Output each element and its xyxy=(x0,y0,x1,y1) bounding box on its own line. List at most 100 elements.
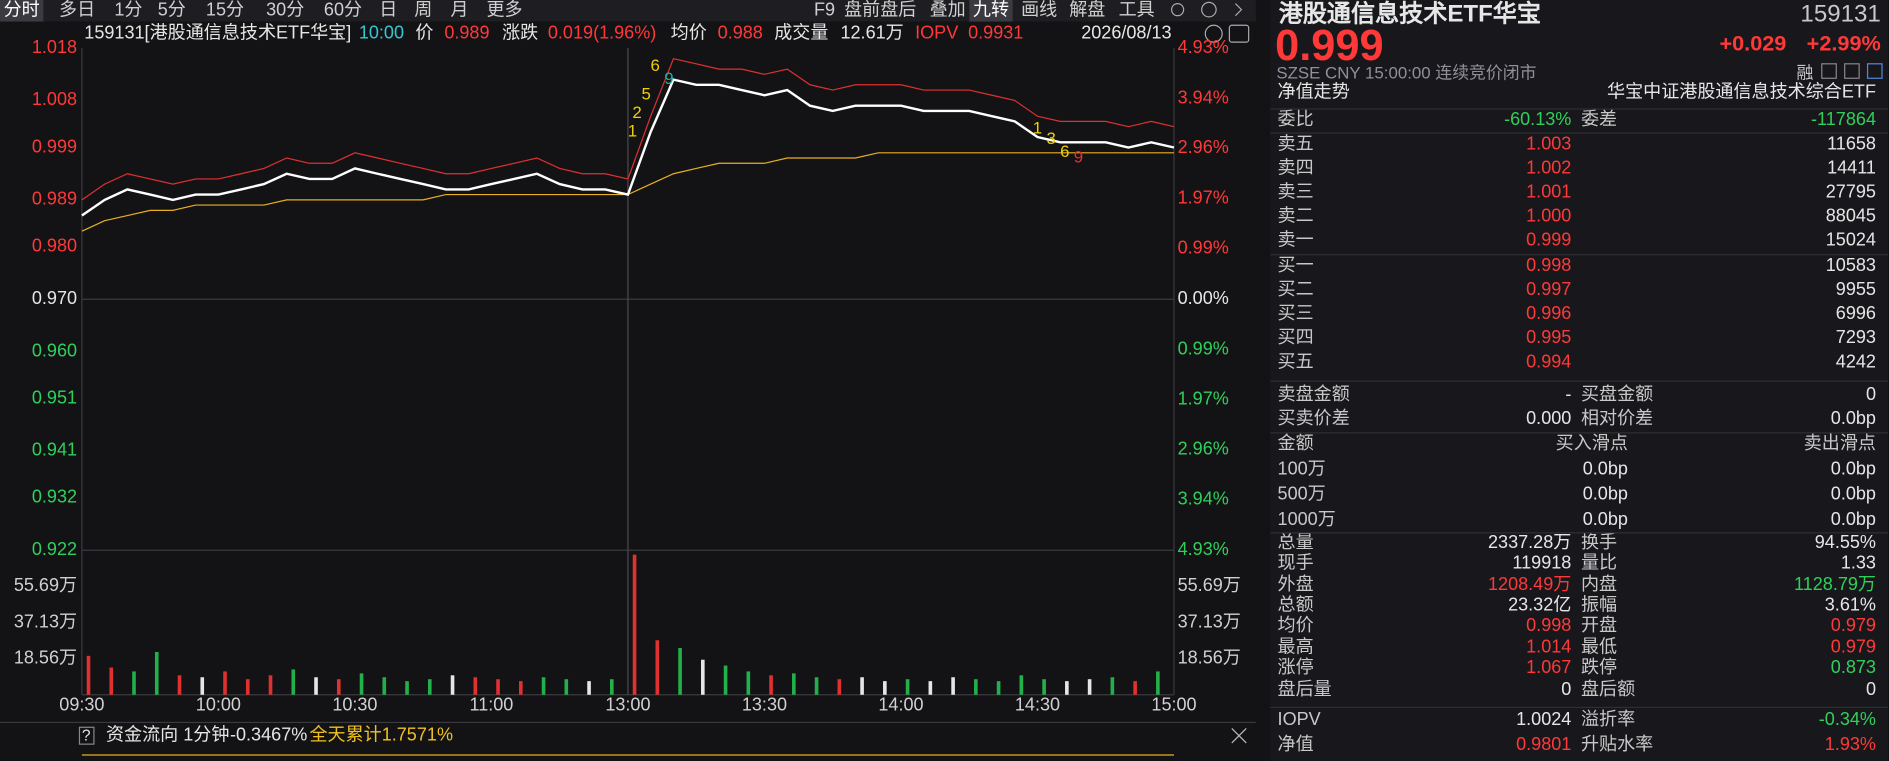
nine-turn-label: 5 xyxy=(641,85,650,104)
volume-bar xyxy=(496,679,500,695)
nine-turn-label: 2 xyxy=(632,103,641,122)
row-value: 0.997 xyxy=(1526,279,1572,300)
row-value: 7293 xyxy=(1835,327,1876,348)
row-label: 总额 xyxy=(1277,594,1314,616)
help[interactable]: ? xyxy=(81,726,91,745)
settings-icon[interactable] xyxy=(1170,3,1185,17)
tool[interactable]: F9 xyxy=(813,0,836,21)
volume-bar xyxy=(928,681,933,695)
separator xyxy=(1270,254,1889,256)
row-label: 开盘 xyxy=(1580,615,1618,636)
row-value: -0.34% xyxy=(1818,709,1876,730)
volume-bar xyxy=(427,679,432,695)
volume-bar xyxy=(860,677,864,695)
status: SZSE CNY 15:00:00 连续竞价闭市 xyxy=(1276,62,1537,82)
row-label: 均价 xyxy=(1277,615,1314,636)
panel-icons[interactable] xyxy=(1821,63,1884,80)
nine-turn-label: 9 xyxy=(664,69,673,88)
y2-tick-label: 2.96% xyxy=(1178,439,1229,459)
nine-turn-label: 6 xyxy=(1060,142,1069,161)
iopv: 0.9931 xyxy=(968,22,1024,44)
vol-tick-label: 55.69万 xyxy=(1178,575,1241,595)
volume-bar xyxy=(723,665,728,695)
tool[interactable]: 盘前盘后 xyxy=(844,0,917,21)
row-value: 0.0bp xyxy=(1582,509,1628,530)
y2-tick-label: 1.97% xyxy=(1178,388,1229,408)
volume-bar xyxy=(314,677,318,695)
row-label: 100万 xyxy=(1277,458,1326,480)
row-value: 0.999 xyxy=(1526,229,1572,251)
tab[interactable]: 5分 xyxy=(157,0,186,21)
volume-bar xyxy=(1065,681,1069,695)
icon[interactable] xyxy=(1204,24,1223,43)
row-value: 23.32亿 xyxy=(1508,594,1572,616)
row-value: 9955 xyxy=(1835,279,1876,300)
row-value: 0 xyxy=(1865,384,1876,405)
tab[interactable]: 更多 xyxy=(486,0,523,21)
tool[interactable]: 叠加 xyxy=(929,0,966,21)
icon[interactable] xyxy=(1228,24,1250,43)
row-label: 最高 xyxy=(1277,636,1314,658)
row-value: 1208.49万 xyxy=(1487,574,1572,595)
tool[interactable]: 画线 xyxy=(1021,0,1058,21)
label: 涨跌 xyxy=(502,22,539,44)
row-label: 卖三 xyxy=(1277,181,1314,203)
help-icon[interactable] xyxy=(1201,1,1217,18)
row-label: 量比 xyxy=(1580,552,1618,574)
volume-bar xyxy=(1019,675,1024,695)
row-label: 卖四 xyxy=(1277,157,1314,179)
row-value: -60.13% xyxy=(1504,109,1572,131)
row-value: 0.996 xyxy=(1526,303,1572,324)
row-label: 委差 xyxy=(1580,109,1618,131)
y-tick-label: 0.980 xyxy=(32,236,77,256)
row-value: 1.0024 xyxy=(1516,709,1572,730)
row-value: 1.067 xyxy=(1526,657,1572,678)
row-value: 1.002 xyxy=(1526,157,1572,179)
y2-tick-label: 4.93% xyxy=(1178,37,1229,57)
y-tick-label: 0.922 xyxy=(32,539,77,559)
separator xyxy=(1270,532,1889,534)
tab[interactable]: 15分 xyxy=(205,0,245,21)
volume-bar xyxy=(86,655,91,695)
next-icon[interactable] xyxy=(1234,3,1243,17)
volume-bar xyxy=(1087,679,1092,695)
tab[interactable]: 1分 xyxy=(114,0,143,21)
tab[interactable]: 日 xyxy=(379,0,398,21)
x-tick-label: 11:00 xyxy=(470,694,514,714)
tab[interactable]: 分时 xyxy=(0,0,44,22)
volume-bar xyxy=(996,681,1001,695)
row-label: 500万 xyxy=(1277,484,1326,505)
row-label: 升贴水率 xyxy=(1580,734,1654,755)
y2-tick-label: 0.00% xyxy=(1178,288,1229,308)
close-icon[interactable] xyxy=(1231,728,1247,744)
row-value: 88045 xyxy=(1825,205,1876,227)
y2-tick-label: 1.97% xyxy=(1178,188,1229,208)
tool[interactable]: 九转 xyxy=(969,0,1013,22)
row-label: 卖二 xyxy=(1277,205,1314,227)
tab[interactable]: 多日 xyxy=(59,0,96,21)
row-value: 0.9801 xyxy=(1516,734,1572,755)
tool[interactable]: 解盘 xyxy=(1069,0,1106,21)
y-tick-label: 0.941 xyxy=(32,440,77,460)
tool[interactable]: 工具 xyxy=(1118,0,1155,21)
volume-bar xyxy=(382,677,387,695)
tab[interactable]: 周 xyxy=(414,0,433,21)
row-value: 1.33 xyxy=(1840,552,1876,574)
x-tick-label: 09:30 xyxy=(59,694,104,714)
y-tick-label: 0.970 xyxy=(32,288,77,308)
tab[interactable]: 30分 xyxy=(266,0,305,21)
row-label: 买一 xyxy=(1277,255,1314,276)
tab[interactable]: 月 xyxy=(450,0,469,21)
vol-tick-label: 18.56万 xyxy=(1178,647,1241,667)
row-value: 11658 xyxy=(1827,133,1876,155)
row-value: 0.998 xyxy=(1526,615,1572,636)
row-value: 2337.28万 xyxy=(1487,532,1572,553)
volume-bar xyxy=(450,675,455,695)
vol-tick-label: 55.69万 xyxy=(14,575,77,595)
tab[interactable]: 60分 xyxy=(323,0,363,21)
y-tick-label: 0.932 xyxy=(32,487,77,507)
volume-bar xyxy=(223,671,227,695)
y2-tick-label: 0.99% xyxy=(1178,238,1229,258)
nine-turn-label: 1 xyxy=(1033,119,1042,138)
vol-tick-label: 37.13万 xyxy=(1178,611,1241,631)
